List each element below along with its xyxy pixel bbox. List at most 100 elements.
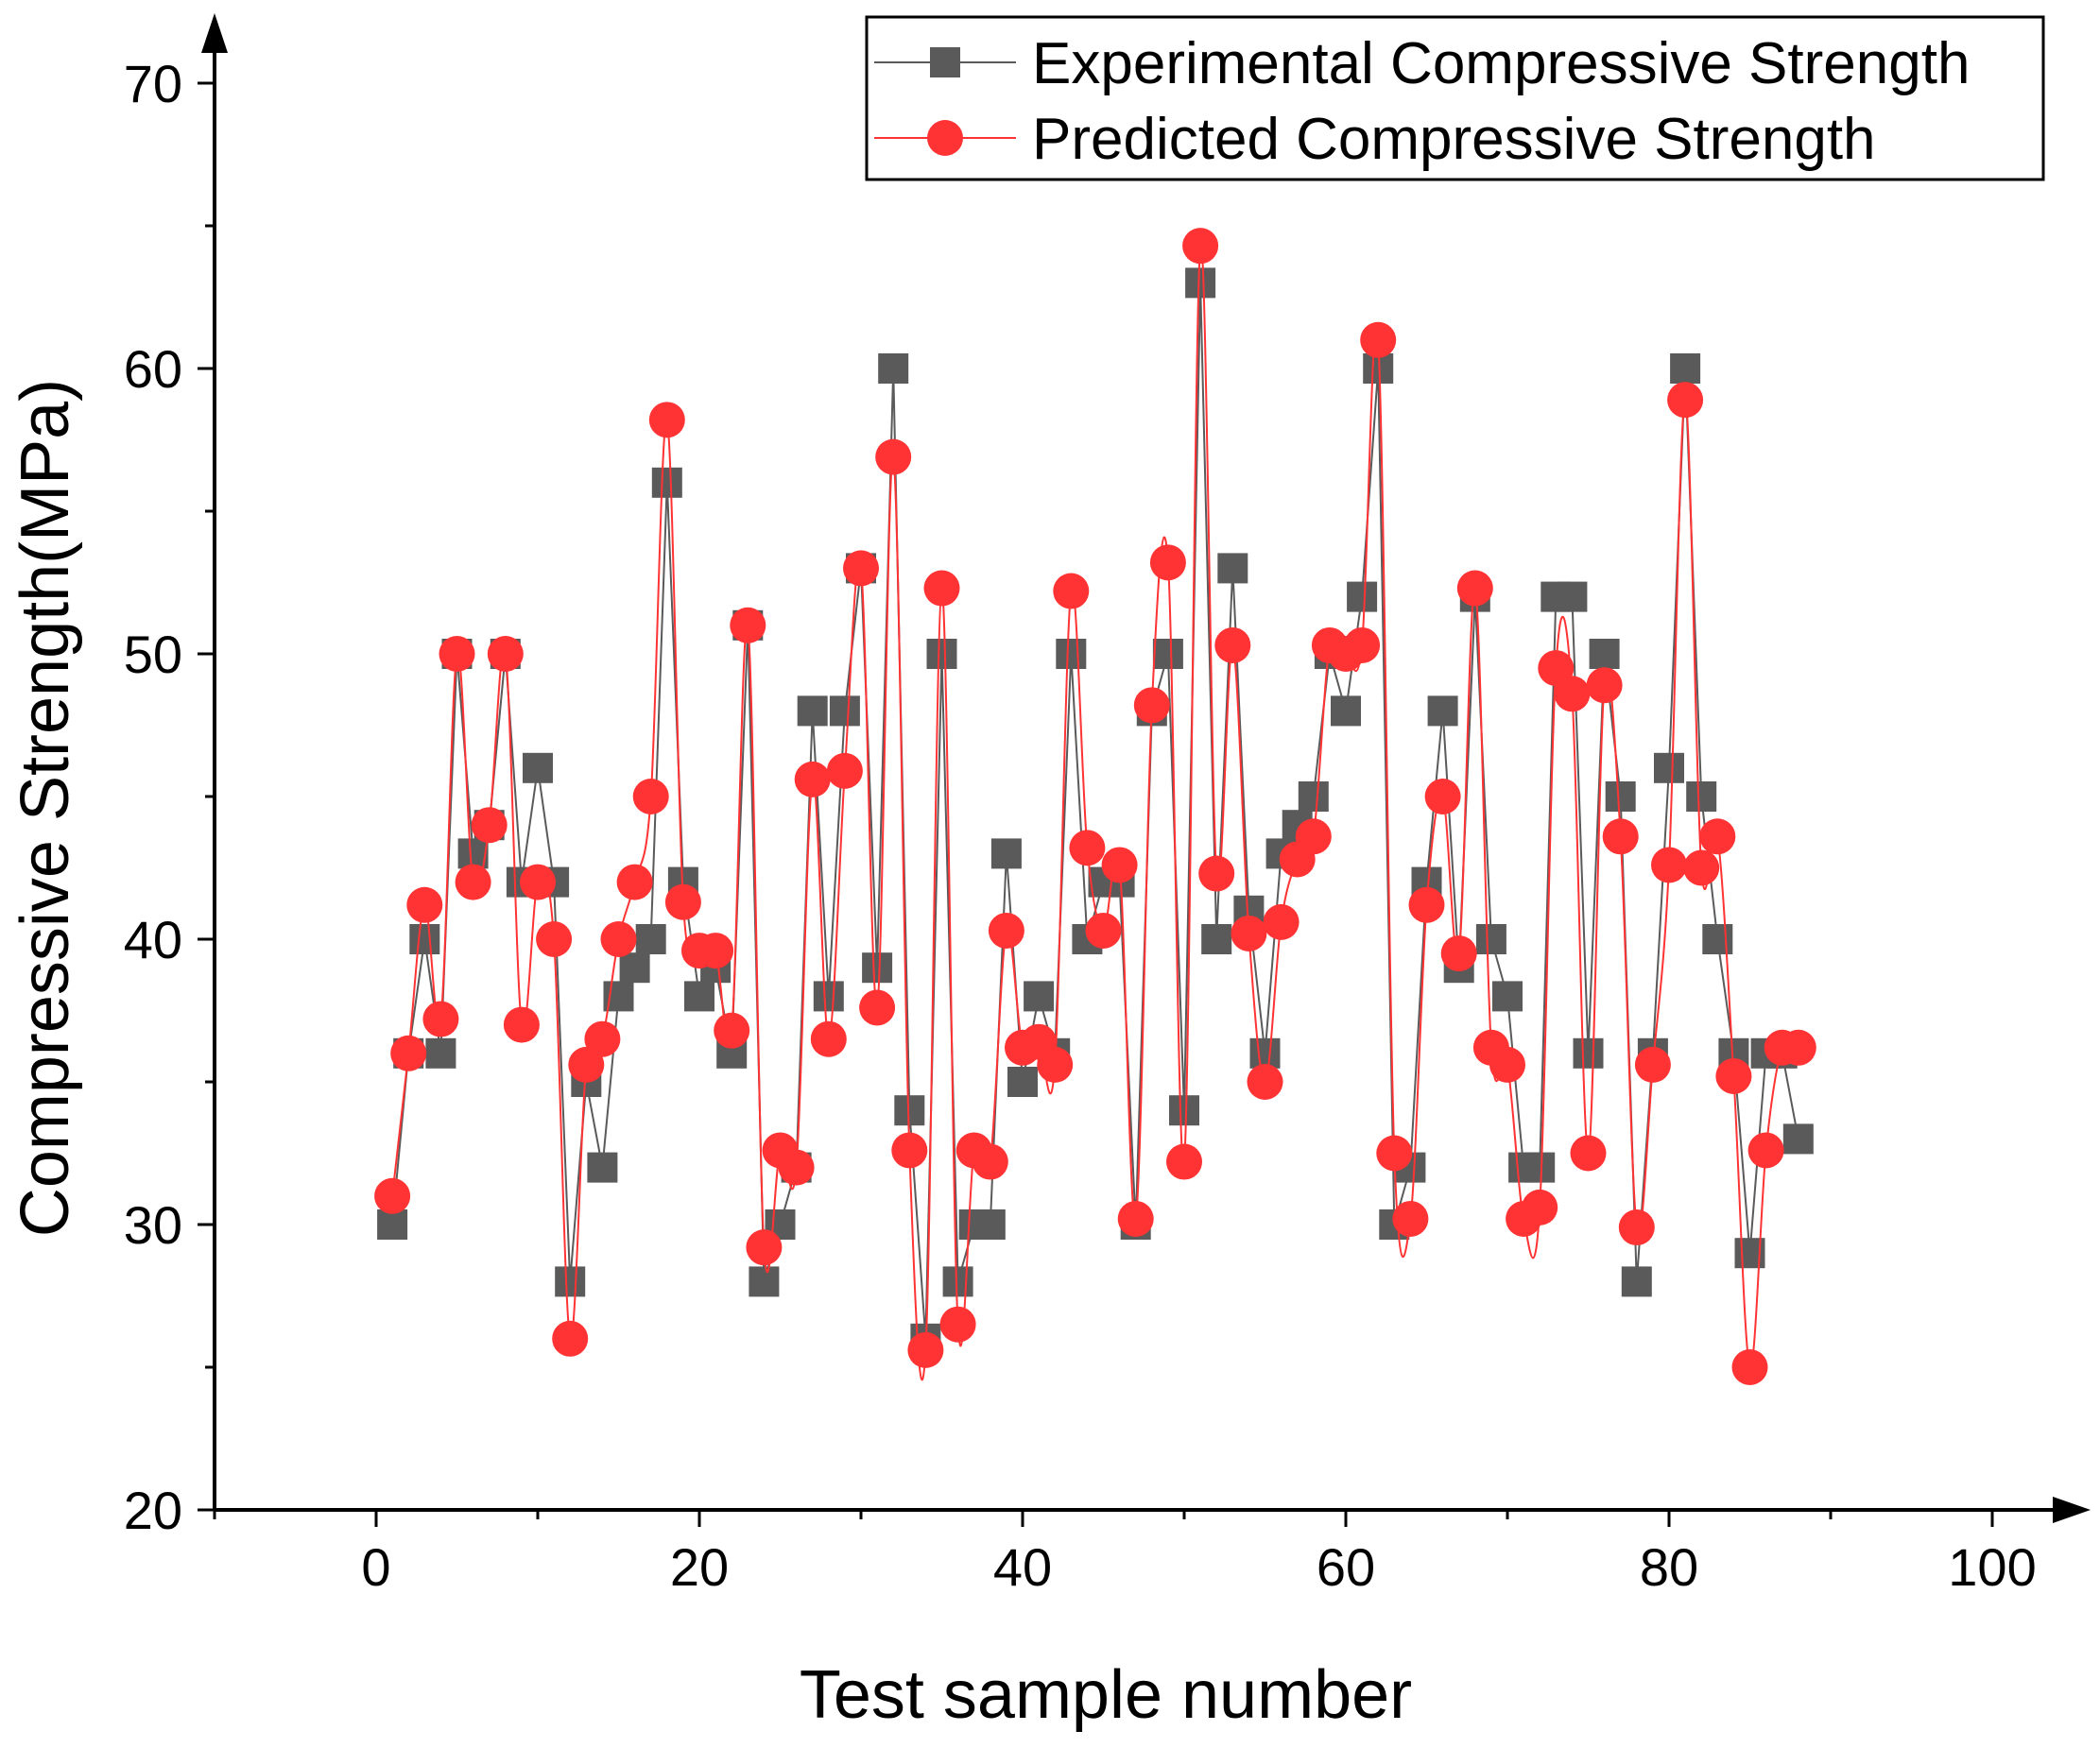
data-point [1670,353,1701,384]
series-layer [374,228,1816,1385]
data-point [878,353,909,384]
data-point [923,570,960,607]
y-tick-label: 60 [124,339,182,399]
data-point [377,1209,408,1240]
data-point [1117,1200,1154,1237]
data-point [487,636,524,672]
data-point [1492,981,1523,1012]
data-point [1605,781,1636,812]
data-point [635,924,666,954]
data-point [619,952,650,984]
data-point [891,1132,928,1169]
data-point [1263,903,1300,940]
x-tick-label: 20 [670,1537,729,1597]
data-point [1424,779,1461,814]
data-point [1152,639,1183,669]
data-point [1586,667,1623,704]
data-point [1331,695,1361,727]
data-point [730,607,766,643]
data-point [1489,1046,1525,1083]
data-point [1621,1266,1652,1297]
data-point [1214,626,1251,663]
y-tick-label: 40 [124,910,182,969]
data-point [1198,855,1235,892]
y-tick-label: 20 [124,1481,182,1540]
data-point [425,1037,456,1069]
data-point [1376,1135,1413,1172]
x-tick-label: 60 [1317,1537,1375,1597]
data-point [1554,676,1591,712]
data-point [1053,573,1090,609]
legend: Experimental Compressive Strength Predic… [865,15,2045,181]
data-point [1247,1064,1283,1100]
data-point [1538,650,1575,687]
data-point [1408,886,1445,923]
data-point [1731,1349,1768,1385]
data-point [587,1152,618,1183]
data-point [684,981,714,1012]
data-point [907,1331,944,1368]
data-point [1440,935,1477,972]
data-point [555,1266,586,1297]
data-point [520,864,556,900]
data-point [988,912,1024,949]
data-point [1344,626,1381,663]
data-point [552,1320,589,1357]
axes [201,13,2091,1523]
data-point [1715,1057,1752,1094]
data-point [1634,1046,1671,1083]
legend-marker-predicted [927,120,963,156]
data-point [1024,981,1055,1012]
series-experimental [377,267,1814,1354]
data-point [664,883,701,920]
data-point [568,1046,605,1083]
y-ticks: 20 30 40 50 60 70 [124,54,215,1540]
data-point [616,864,653,900]
data-point [455,864,491,900]
data-point [1573,1037,1604,1069]
data-point [651,467,682,498]
data-point [972,1143,1008,1180]
data-point [939,1306,976,1343]
data-point [422,1001,459,1037]
data-point [409,924,440,954]
data-point [1056,639,1087,669]
data-point [859,989,896,1026]
data-point [926,639,957,669]
data-point [1427,695,1458,727]
data-point [1231,915,1267,951]
data-point [813,981,844,1012]
data-point [1169,1095,1199,1126]
data-point [1702,924,1733,954]
data-point [1201,924,1232,954]
data-point [1249,1037,1281,1069]
data-point [503,1006,540,1043]
data-point [1133,687,1170,724]
data-point [1182,228,1219,265]
data-point [778,1149,815,1186]
data-point [1037,1046,1074,1083]
data-point [1101,847,1138,883]
data-point [406,886,443,923]
data-point [1166,1143,1202,1180]
data-point [1651,847,1687,883]
legend-marker-experimental [930,47,960,77]
data-point [829,695,860,727]
x-tick-label: 0 [361,1537,390,1597]
data-point [942,1266,973,1297]
data-point [439,636,475,672]
data-point [1524,1152,1556,1183]
data-point [746,1229,783,1266]
data-point [1007,1067,1038,1097]
x-axis-title: Test sample number [800,1657,1412,1733]
data-point [862,952,893,984]
data-point [749,1266,780,1297]
series-predicted [374,228,1816,1385]
x-axis-arrow [2053,1497,2091,1523]
y-tick-label: 70 [124,54,182,113]
y-tick-label: 50 [124,625,182,684]
x-ticks: 0 20 40 60 80 100 [213,1510,2037,1597]
data-point [1570,1135,1607,1172]
data-point [875,438,912,475]
y-tick-label: 30 [124,1195,182,1255]
